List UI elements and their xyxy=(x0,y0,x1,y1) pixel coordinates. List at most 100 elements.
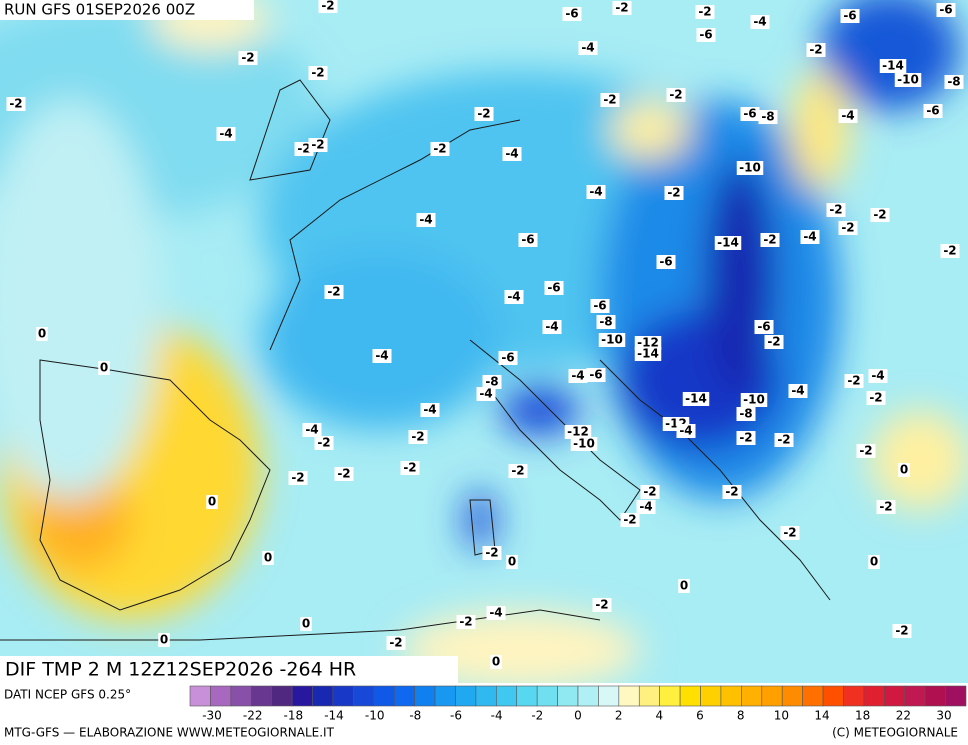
colorbar-tick-label: -30 xyxy=(202,709,222,723)
colorbar-tick-label: -10 xyxy=(365,709,385,723)
label-box xyxy=(564,425,592,439)
label-box xyxy=(656,255,676,269)
contour-label: -12 xyxy=(634,336,662,350)
contour-value: -4 xyxy=(419,213,432,227)
contour-label: 0 xyxy=(678,579,690,593)
label-box xyxy=(879,59,907,73)
contour-label: 0 xyxy=(898,463,910,477)
label-box xyxy=(420,403,440,417)
colorbar-swatch xyxy=(475,685,497,707)
label-box xyxy=(456,615,476,629)
colorbar-tick-label: 8 xyxy=(737,709,745,723)
map-field xyxy=(0,0,968,683)
contour-value: -2 xyxy=(241,51,254,65)
colorbar-tick-label: 10 xyxy=(774,709,789,723)
label-box xyxy=(590,299,610,313)
contour-label: -6 xyxy=(544,281,564,295)
contour-label: -2 xyxy=(664,186,684,200)
label-box xyxy=(600,93,620,107)
contour-label: -10 xyxy=(570,437,598,451)
label-box xyxy=(678,579,690,593)
contour-value: 0 xyxy=(302,617,310,631)
label-box xyxy=(486,606,506,620)
contour-label: -8 xyxy=(596,315,616,329)
contour-label: -2 xyxy=(508,464,528,478)
contour-value: -2 xyxy=(767,335,780,349)
contour-value: -2 xyxy=(859,444,872,458)
contour-value: -2 xyxy=(879,500,892,514)
colorbar-swatch xyxy=(802,685,824,707)
contour-label: -2 xyxy=(482,546,502,560)
label-box xyxy=(570,437,598,451)
contour-value: -4 xyxy=(219,127,232,141)
label-box xyxy=(302,423,322,437)
colorbar-swatch xyxy=(496,685,518,707)
colorbar-swatch xyxy=(536,685,558,707)
contour-value: -2 xyxy=(847,374,860,388)
label-box xyxy=(98,361,110,375)
label-box xyxy=(666,88,686,102)
label-box xyxy=(596,315,616,329)
contour-label: -4 xyxy=(838,109,858,123)
contour-label: 0 xyxy=(490,655,502,669)
contour-label: 0 xyxy=(506,555,518,569)
label-box xyxy=(476,387,496,401)
contour-label: -4 xyxy=(676,424,696,438)
contour-value: -4 xyxy=(791,384,804,398)
contour-label: 0 xyxy=(300,617,312,631)
contour-value: 0 xyxy=(264,551,272,565)
contour-value: -2 xyxy=(623,513,636,527)
contour-value: -4 xyxy=(679,424,692,438)
contour-value: -8 xyxy=(761,110,774,124)
label-box xyxy=(36,327,48,341)
contour-label: 0 xyxy=(36,327,48,341)
contour-value: -2 xyxy=(595,598,608,612)
contour-label: -4 xyxy=(750,15,770,29)
colorbar-swatch xyxy=(271,685,293,707)
contour-label: -2 xyxy=(722,485,742,499)
contour-value: -2 xyxy=(477,107,490,121)
contour-label: -2 xyxy=(695,5,715,19)
contour-value: -2 xyxy=(403,461,416,475)
colorbar-swatch xyxy=(250,685,272,707)
contour-value: -8 xyxy=(739,407,752,421)
contour-label: -6 xyxy=(498,351,518,365)
contour-value: -2 xyxy=(291,471,304,485)
label-box xyxy=(634,336,662,350)
contour-value: -4 xyxy=(571,369,584,383)
contour-label: 0 xyxy=(262,551,274,565)
contour-value: -2 xyxy=(829,203,842,217)
colorbar-tick-label: 22 xyxy=(896,709,911,723)
contour-label: -4 xyxy=(788,384,808,398)
colorbar-swatch xyxy=(781,685,803,707)
contour-value: -2 xyxy=(389,636,402,650)
label-box xyxy=(612,1,632,15)
contour-label: -14 xyxy=(634,347,662,361)
colorbar-swatch xyxy=(230,685,252,707)
contour-label: -4 xyxy=(504,290,524,304)
contour-label: -4 xyxy=(502,147,522,161)
contour-label: -10 xyxy=(736,161,764,175)
contour-label: -4 xyxy=(868,369,888,383)
label-box xyxy=(474,107,494,121)
colorbar-tick-label: 30 xyxy=(936,709,951,723)
label-box xyxy=(408,430,428,444)
contour-label: -2 xyxy=(324,285,344,299)
contour-label: -6 xyxy=(696,28,716,42)
contour-label: -4 xyxy=(476,387,496,401)
label-box xyxy=(838,109,858,123)
label-box xyxy=(216,127,236,141)
label-box xyxy=(416,213,436,227)
contour-label: -2 xyxy=(780,526,800,540)
contour-label: -6 xyxy=(590,299,610,313)
contour-value: -6 xyxy=(565,7,578,21)
label-box xyxy=(682,392,710,406)
contour-label: -2 xyxy=(844,374,864,388)
contour-value: 0 xyxy=(492,655,500,669)
label-box xyxy=(714,236,742,250)
contour-value: -2 xyxy=(943,244,956,258)
contour-value: -6 xyxy=(521,233,534,247)
contour-value: -2 xyxy=(698,5,711,19)
contour-label: -4 xyxy=(568,369,588,383)
contour-value: -2 xyxy=(9,97,22,111)
